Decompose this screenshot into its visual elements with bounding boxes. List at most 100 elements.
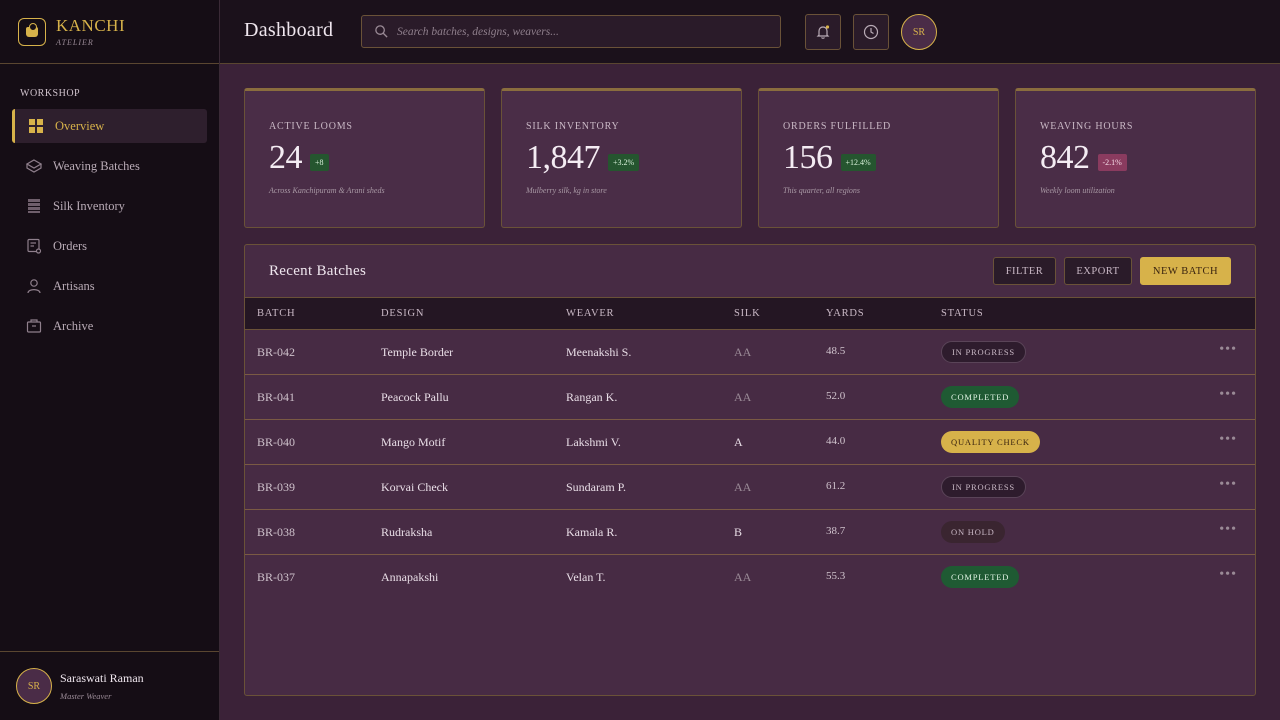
column-header-weaver[interactable]: WEAVER: [566, 308, 615, 319]
stat-delta-badge: +3.2%: [608, 153, 640, 171]
clock-icon: [863, 24, 879, 40]
sidebar: KANCHI ATELIER WORKSHOP Overview Weaving…: [0, 0, 220, 720]
table-row[interactable]: BR-037 Annapakshi Velan T. AA 55.3 COMPL…: [245, 555, 1255, 600]
cell-weaver: Lakshmi V.: [566, 435, 621, 449]
cell-weaver: Meenakshi S.: [566, 345, 632, 359]
stat-value: 24: [269, 139, 303, 176]
cell-yards: 48.5: [826, 345, 846, 357]
brand-name: KANCHI: [56, 15, 126, 35]
table-row[interactable]: BR-041 Peacock Pallu Rangan K. AA 52.0 C…: [245, 375, 1255, 420]
column-header-yards[interactable]: YARDS: [826, 308, 865, 319]
table-row[interactable]: BR-038 Rudraksha Kamala R. B 38.7 ON HOL…: [245, 510, 1255, 555]
stat-value: 156: [783, 139, 833, 176]
stat-value: 842: [1040, 139, 1090, 176]
avatar: SR: [16, 668, 52, 704]
more-actions-icon[interactable]: •••: [1219, 567, 1237, 582]
cell-batch: BR-041: [257, 390, 296, 404]
export-button[interactable]: EXPORT: [1064, 257, 1132, 285]
cell-silk: A: [734, 435, 743, 449]
layers-icon: [26, 158, 42, 174]
notifications-button[interactable]: [805, 14, 841, 50]
cell-yards: 61.2: [826, 480, 846, 492]
status-badge: COMPLETED: [941, 386, 1020, 408]
cell-silk: AA: [734, 570, 752, 584]
cell-design: Peacock Pallu: [381, 390, 449, 404]
sidebar-item-label: Orders: [53, 238, 88, 253]
sidebar-item-orders[interactable]: Orders: [12, 229, 207, 263]
status-badge: IN PROGRESS: [941, 341, 1026, 363]
stat-note: Mulberry silk, kg in store: [526, 186, 607, 195]
sidebar-item-label: Weaving Batches: [53, 158, 140, 173]
cell-weaver: Sundaram P.: [566, 480, 626, 494]
more-actions-icon[interactable]: •••: [1219, 477, 1237, 492]
cell-design: Rudraksha: [381, 525, 433, 539]
history-button[interactable]: [853, 14, 889, 50]
stat-card-weaving-hours: WEAVING HOURS 842 -2.1% Weekly loom util…: [1015, 88, 1256, 228]
cell-design: Korvai Check: [381, 480, 448, 494]
stack-icon: [26, 198, 42, 214]
table-row[interactable]: BR-042 Temple Border Meenakshi S. AA 48.…: [245, 330, 1255, 375]
more-actions-icon[interactable]: •••: [1219, 387, 1237, 402]
sidebar-item-label: Archive: [53, 318, 94, 333]
stat-label: WEAVING HOURS: [1040, 121, 1134, 132]
sidebar-item-weaving-batches[interactable]: Weaving Batches: [12, 149, 207, 183]
cell-design: Annapakshi: [381, 570, 439, 584]
top-header: Dashboard SR: [220, 0, 1280, 64]
stat-label: SILK INVENTORY: [526, 121, 620, 132]
search-box[interactable]: [361, 15, 781, 48]
sidebar-item-label: Overview: [55, 118, 105, 133]
brand[interactable]: KANCHI ATELIER: [0, 0, 219, 64]
new-batch-button[interactable]: NEW BATCH: [1140, 257, 1231, 285]
cell-batch: BR-040: [257, 435, 296, 449]
user-icon: [26, 278, 42, 294]
cell-batch: BR-037: [257, 570, 296, 584]
recent-batches-panel: Recent Batches FILTER EXPORT NEW BATCH B…: [244, 244, 1256, 696]
stat-label: ACTIVE LOOMS: [269, 121, 353, 132]
stat-delta-badge: +8: [310, 153, 329, 171]
column-header-batch[interactable]: BATCH: [257, 308, 296, 319]
status-badge: QUALITY CHECK: [941, 431, 1040, 453]
cell-design: Mango Motif: [381, 435, 446, 449]
sidebar-item-archive[interactable]: Archive: [12, 309, 207, 343]
stat-label: ORDERS FULFILLED: [783, 121, 892, 132]
search-input[interactable]: [397, 25, 767, 38]
column-header-silk[interactable]: SILK: [734, 308, 761, 319]
cell-batch: BR-038: [257, 525, 296, 539]
cell-batch: BR-042: [257, 345, 296, 359]
table-row[interactable]: BR-039 Korvai Check Sundaram P. AA 61.2 …: [245, 465, 1255, 510]
user-profile[interactable]: SR Saraswati Raman Master Weaver: [0, 651, 219, 720]
cell-silk: AA: [734, 480, 752, 494]
column-header-status[interactable]: STATUS: [941, 308, 984, 319]
table-row[interactable]: BR-040 Mango Motif Lakshmi V. A 44.0 QUA…: [245, 420, 1255, 465]
sidebar-nav: Overview Weaving Batches Silk Inventory …: [12, 109, 207, 349]
more-actions-icon[interactable]: •••: [1219, 432, 1237, 447]
stat-delta-badge: +12.4%: [840, 153, 876, 171]
stat-delta-badge: -2.1%: [1097, 153, 1127, 171]
header-avatar[interactable]: SR: [901, 14, 937, 50]
sidebar-item-artisans[interactable]: Artisans: [12, 269, 207, 303]
stat-value: 1,847: [526, 139, 601, 176]
sidebar-item-silk-inventory[interactable]: Silk Inventory: [12, 189, 207, 223]
brand-logo-icon: [18, 17, 46, 46]
table-header: BATCH DESIGN WEAVER SILK YARDS STATUS: [245, 297, 1255, 330]
more-actions-icon[interactable]: •••: [1219, 342, 1237, 357]
cell-design: Temple Border: [381, 345, 454, 359]
filter-button[interactable]: FILTER: [993, 257, 1056, 285]
stat-note: Across Kanchipuram & Arani sheds: [269, 186, 385, 195]
cell-weaver: Velan T.: [566, 570, 606, 584]
sidebar-item-overview[interactable]: Overview: [12, 109, 207, 143]
cell-silk: AA: [734, 345, 752, 359]
grid-icon: [28, 118, 44, 134]
status-badge: COMPLETED: [941, 566, 1020, 588]
stat-note: Weekly loom utilization: [1040, 186, 1115, 195]
order-icon: [26, 238, 42, 254]
stat-card-active-looms: ACTIVE LOOMS 24 +8 Across Kanchipuram & …: [244, 88, 485, 228]
brand-subtitle: ATELIER: [56, 37, 94, 47]
status-badge: ON HOLD: [941, 521, 1005, 543]
page-title: Dashboard: [244, 19, 334, 41]
column-header-design[interactable]: DESIGN: [381, 308, 425, 319]
sidebar-item-label: Artisans: [53, 278, 95, 293]
cell-weaver: Rangan K.: [566, 390, 618, 404]
user-role: Master Weaver: [60, 691, 112, 701]
more-actions-icon[interactable]: •••: [1219, 522, 1237, 537]
